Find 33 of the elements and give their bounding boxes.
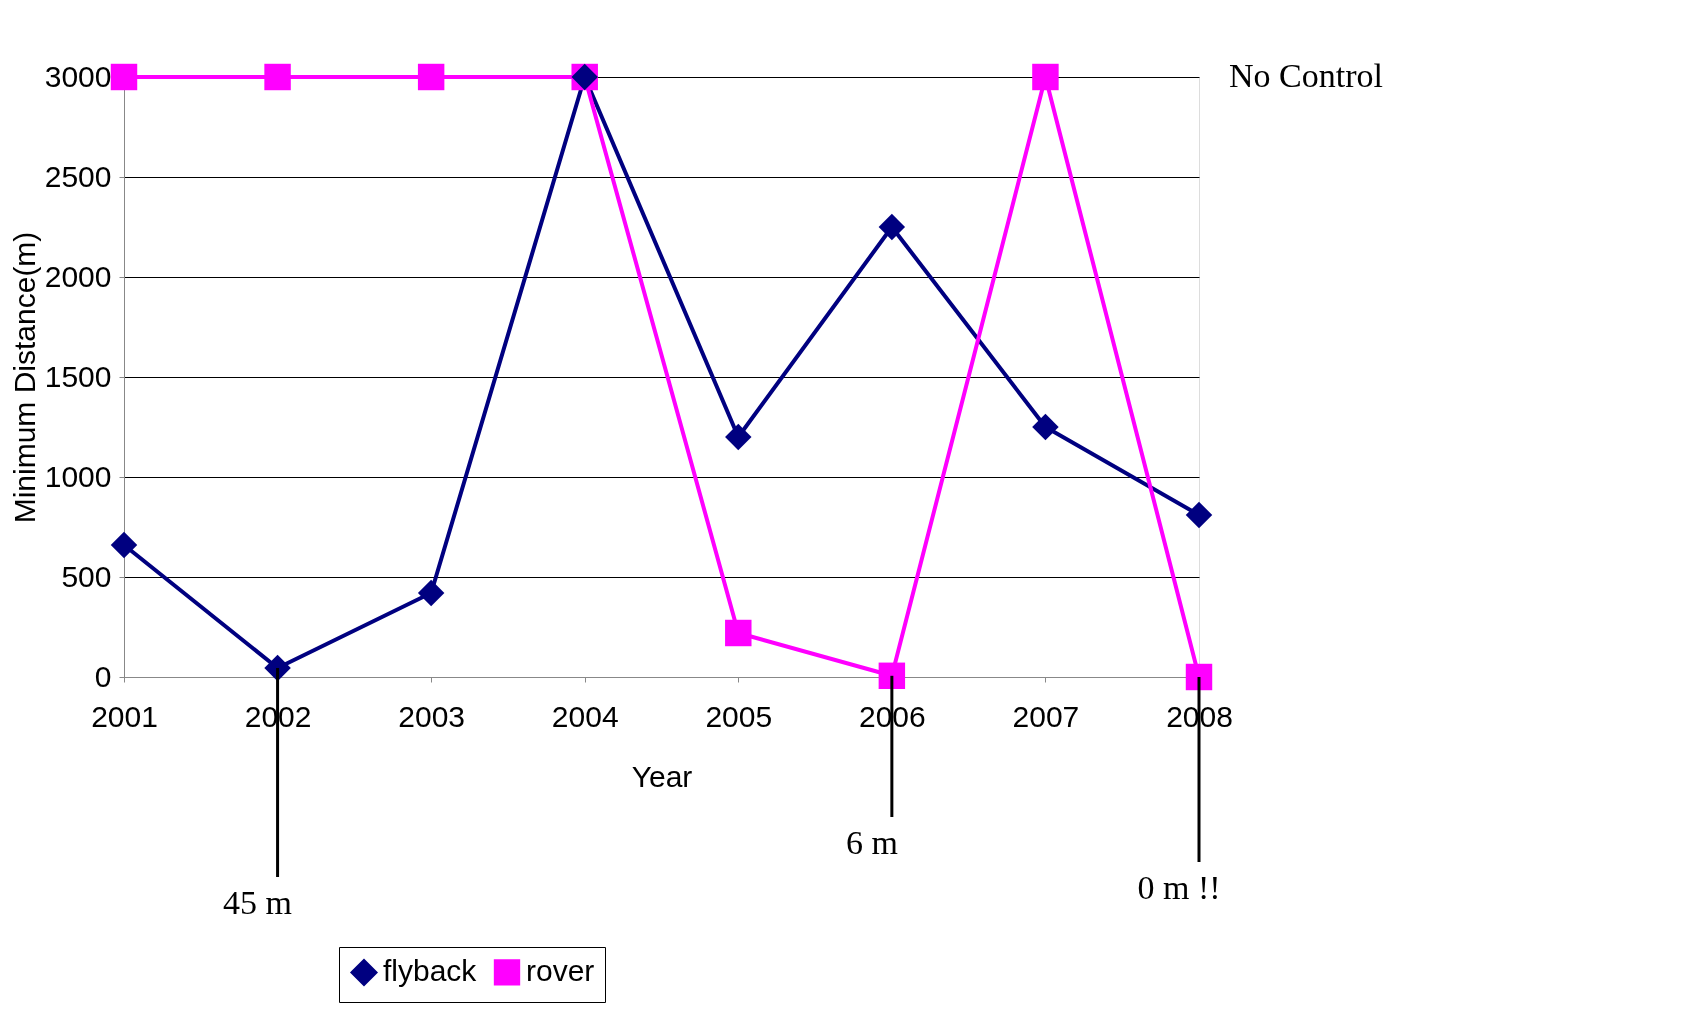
y-tick-label: 500 [61,559,112,593]
point [264,63,291,91]
annotation: 45 m [223,884,293,921]
point [1032,413,1059,441]
y-axis-title: Minimum Distance(m) [7,231,41,524]
annotation: 6 m [845,824,898,861]
text: No Control [1229,57,1383,94]
point [110,63,138,91]
point [417,63,445,91]
point [1032,63,1059,91]
y-tick-label: 2500 [44,159,112,193]
x-tick-label: 2007 [1012,699,1080,733]
point [725,423,752,451]
x-tick-label: 2003 [398,699,466,733]
annotation: 0 m !! [1137,869,1221,906]
point [1185,501,1213,529]
legend-label: flyback [383,954,478,988]
point [110,531,138,559]
point [1185,663,1213,691]
x-tick-label: 2001 [91,699,158,733]
y-tick-label: 0 [94,659,112,693]
x-axis-title: Year [631,759,693,793]
y-tick-label: 2000 [44,259,112,293]
y-tick-label: 1000 [44,459,112,493]
point [878,213,906,241]
y-tick-label: 1500 [44,359,112,393]
legend-label: rover [526,954,595,988]
x-tick-label: 2004 [551,699,619,733]
point [417,579,445,607]
point [878,662,906,690]
y-tick-label: 3000 [44,59,112,93]
point [725,619,752,647]
x-tick-label: 2005 [705,699,773,733]
